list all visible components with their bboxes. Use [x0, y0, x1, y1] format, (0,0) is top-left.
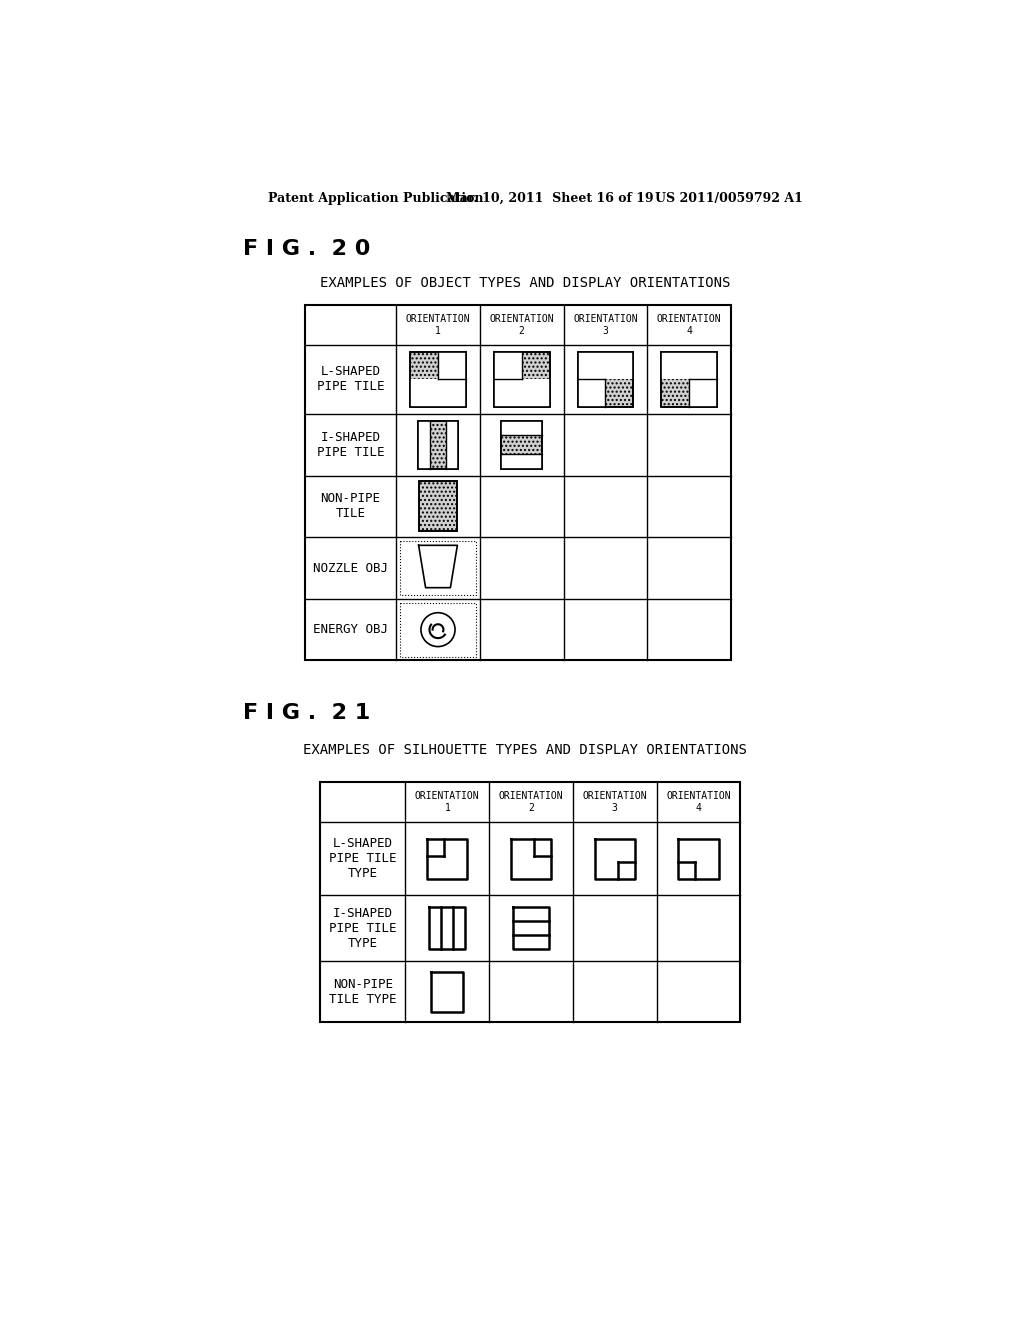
Text: ORIENTATION
1: ORIENTATION 1	[415, 791, 479, 813]
Text: L-SHAPED
PIPE TILE
TYPE: L-SHAPED PIPE TILE TYPE	[329, 837, 396, 880]
Text: ENERGY OBJ: ENERGY OBJ	[313, 623, 388, 636]
Bar	[494, 379, 550, 407]
Bar	[662, 351, 717, 407]
Bar	[662, 351, 717, 379]
Bar	[400, 603, 476, 656]
Bar	[502, 421, 542, 436]
Bar	[418, 421, 459, 469]
Bar	[578, 351, 633, 407]
Text: ORIENTATION
3: ORIENTATION 3	[573, 314, 638, 335]
Text: ORIENTATION
2: ORIENTATION 2	[499, 791, 563, 813]
Bar	[578, 379, 605, 407]
Bar	[410, 351, 466, 407]
Bar	[400, 541, 476, 595]
Bar	[494, 351, 550, 407]
Text: EXAMPLES OF OBJECT TYPES AND DISPLAY ORIENTATIONS: EXAMPLES OF OBJECT TYPES AND DISPLAY ORI…	[319, 276, 730, 290]
Text: EXAMPLES OF SILHOUETTE TYPES AND DISPLAY ORIENTATIONS: EXAMPLES OF SILHOUETTE TYPES AND DISPLAY…	[303, 743, 746, 756]
Text: ORIENTATION
4: ORIENTATION 4	[666, 791, 731, 813]
Text: US 2011/0059792 A1: US 2011/0059792 A1	[655, 191, 803, 205]
Text: I-SHAPED
PIPE TILE: I-SHAPED PIPE TILE	[316, 430, 384, 459]
Bar	[410, 379, 466, 407]
Text: Patent Application Publication: Patent Application Publication	[267, 191, 483, 205]
Text: ORIENTATION
2: ORIENTATION 2	[489, 314, 554, 335]
Text: I-SHAPED
PIPE TILE
TYPE: I-SHAPED PIPE TILE TYPE	[329, 907, 396, 949]
Text: NON-PIPE
TILE: NON-PIPE TILE	[321, 492, 381, 520]
Bar	[502, 454, 542, 469]
Text: Mar. 10, 2011  Sheet 16 of 19: Mar. 10, 2011 Sheet 16 of 19	[445, 191, 653, 205]
Text: NON-PIPE
TILE TYPE: NON-PIPE TILE TYPE	[329, 978, 396, 1006]
Bar	[419, 482, 457, 532]
Bar	[410, 351, 466, 407]
Bar	[502, 421, 542, 469]
Text: ORIENTATION
4: ORIENTATION 4	[656, 314, 722, 335]
Bar	[689, 379, 717, 407]
Bar	[662, 351, 717, 407]
Text: F I G .  2 1: F I G . 2 1	[243, 702, 370, 723]
Text: L-SHAPED
PIPE TILE: L-SHAPED PIPE TILE	[316, 366, 384, 393]
Bar	[438, 351, 466, 379]
Bar	[578, 351, 633, 407]
Bar	[418, 421, 459, 469]
Text: F I G .  2 0: F I G . 2 0	[243, 239, 370, 259]
Bar	[446, 421, 459, 469]
Bar	[578, 351, 633, 379]
Bar	[321, 781, 740, 1022]
Text: NOZZLE OBJ: NOZZLE OBJ	[313, 561, 388, 574]
Text: ORIENTATION
1: ORIENTATION 1	[406, 314, 470, 335]
Bar	[494, 351, 521, 379]
Bar	[419, 482, 457, 532]
Bar	[494, 351, 550, 407]
Bar	[305, 305, 731, 660]
Bar	[502, 421, 542, 469]
Bar	[418, 421, 430, 469]
Polygon shape	[419, 545, 458, 587]
Text: ORIENTATION
3: ORIENTATION 3	[583, 791, 647, 813]
